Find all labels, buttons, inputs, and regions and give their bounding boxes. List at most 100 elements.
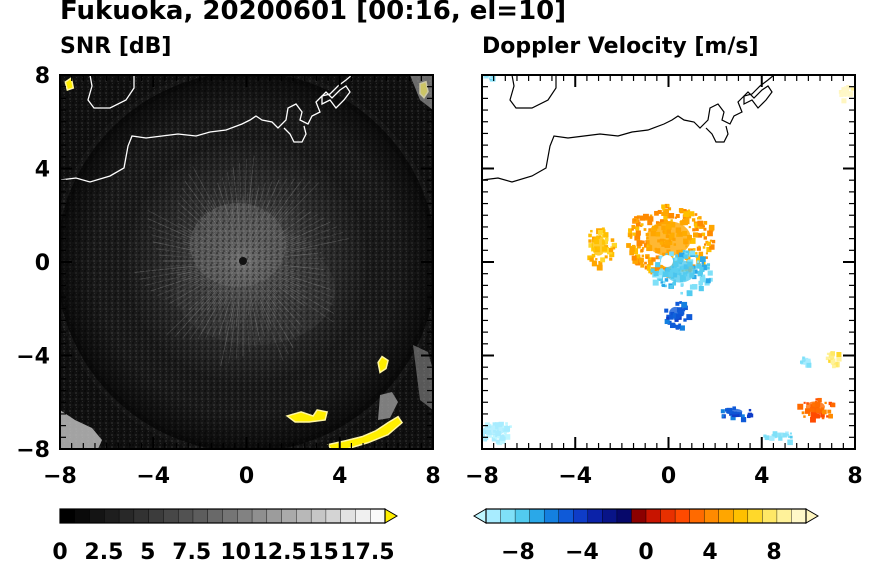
snr-colorbar: 0 2.5 5 7.5 10 12.5 15 17.5	[52, 508, 398, 565]
velocity-gate	[662, 284, 665, 287]
velocity-gate	[495, 439, 500, 444]
velocity-gate	[610, 246, 613, 249]
velocity-gate	[699, 276, 706, 283]
velocity-gate	[686, 314, 693, 321]
velocity-gate	[698, 216, 702, 220]
velocity-echo-core	[828, 351, 835, 360]
velocity-echo-core	[771, 432, 790, 438]
velocity-gate	[655, 255, 660, 260]
velocity-gate	[803, 401, 806, 404]
snr-echo-patch	[285, 409, 329, 423]
velocity-gate	[609, 252, 615, 258]
velocity-gate	[484, 72, 486, 74]
velocity-gate	[626, 243, 631, 248]
velocity-colorbar-cell	[500, 508, 516, 524]
velocity-gate	[491, 75, 494, 79]
velocity-gate	[667, 207, 672, 211]
snr-colorbar-cell	[370, 508, 386, 524]
snr-colorbar-label: 12.5	[252, 540, 306, 565]
velocity-gate	[707, 270, 713, 276]
velocity-gate	[833, 361, 839, 368]
velocity-gate	[652, 279, 659, 286]
velocity-gate	[484, 422, 490, 428]
velocity-gate	[846, 85, 851, 90]
velocity-gate	[808, 413, 811, 417]
velocity-gate	[641, 254, 645, 258]
snr-colorbar-cell	[192, 508, 209, 524]
velocity-echo-core	[668, 306, 682, 320]
snr-colorbar-cell	[163, 508, 179, 524]
velocity-gate	[697, 220, 704, 227]
velocity-gate	[683, 318, 687, 322]
velocity-gate	[802, 356, 805, 360]
velocity-gate	[841, 98, 847, 104]
velocity-gate	[669, 285, 674, 290]
velocity-axes: −8 −4 0 4 8	[465, 74, 863, 489]
snr-colorbar-cell	[325, 508, 342, 524]
snr-colorbar-cell	[355, 508, 371, 524]
velocity-gate	[636, 216, 640, 219]
velocity-gate	[612, 246, 616, 250]
velocity-gate	[703, 220, 708, 225]
velocity-colorbar-label: 8	[766, 540, 781, 565]
velocity-gate	[764, 435, 770, 441]
velocity-gate	[632, 258, 639, 264]
velocity-gate	[830, 402, 836, 408]
velocity-colorbar-over	[805, 508, 819, 524]
velocity-gate	[680, 291, 683, 295]
snr-clutter-ne	[410, 75, 433, 110]
snr-colorbar-cell	[266, 508, 283, 524]
velocity-echo-cluster	[720, 406, 754, 423]
velocity-gate	[732, 406, 736, 410]
velocity-gate	[689, 238, 696, 244]
velocity-gate	[675, 254, 679, 258]
velocity-gate	[588, 239, 592, 243]
velocity-gate	[636, 244, 641, 249]
velocity-gate	[815, 398, 818, 401]
velocity-gate	[662, 208, 665, 211]
snr-colorbar-cell	[251, 508, 268, 524]
velocity-gate	[702, 274, 706, 278]
velocity-gate	[827, 409, 832, 414]
velocity-colorbar-cell	[689, 508, 705, 524]
velocity-gate	[588, 233, 592, 238]
velocity-colorbar-under	[473, 508, 487, 524]
velocity-gate	[484, 438, 488, 442]
velocity-gate	[696, 260, 700, 264]
velocity-gate	[589, 257, 594, 262]
velocity-gate	[691, 218, 696, 222]
velocity-gate	[703, 243, 707, 246]
velocity-gate	[491, 436, 497, 442]
velocity-gate	[709, 244, 715, 250]
velocity-gate	[708, 226, 714, 232]
velocity-gate	[696, 246, 701, 251]
velocity-gate	[828, 413, 833, 419]
velocity-gate	[664, 284, 667, 288]
velocity-gate	[655, 262, 661, 268]
velocity-gate	[634, 234, 641, 241]
velocity-colorbar-label: 0	[638, 540, 653, 565]
velocity-gate	[701, 264, 708, 271]
snr-panel: −8 −4 0 4 8 8 4 0 −4 −8	[16, 64, 440, 489]
velocity-gate	[669, 251, 674, 257]
velocity-gate	[628, 228, 632, 232]
snr-colorbar-cell	[222, 508, 238, 524]
velocity-colorbar-cell	[485, 508, 502, 524]
velocity-gate	[635, 226, 640, 231]
velocity-gate	[656, 272, 663, 279]
velocity-gate	[803, 415, 806, 418]
velocity-echo-core	[842, 85, 850, 97]
velocity-gate	[689, 284, 696, 290]
velocity-gate	[701, 261, 705, 265]
velocity-gate	[640, 224, 643, 228]
velocity-colorbar-cell	[776, 508, 792, 524]
velocity-gate	[633, 219, 637, 222]
velocity-gate	[648, 216, 654, 222]
velocity-gate	[824, 401, 827, 405]
velocity-gate	[660, 281, 663, 284]
velocity-gate	[706, 263, 711, 267]
velocity-gate	[699, 256, 706, 263]
velocity-gate	[695, 254, 699, 258]
velocity-echo-core	[665, 260, 696, 283]
velocity-gate	[830, 358, 836, 364]
